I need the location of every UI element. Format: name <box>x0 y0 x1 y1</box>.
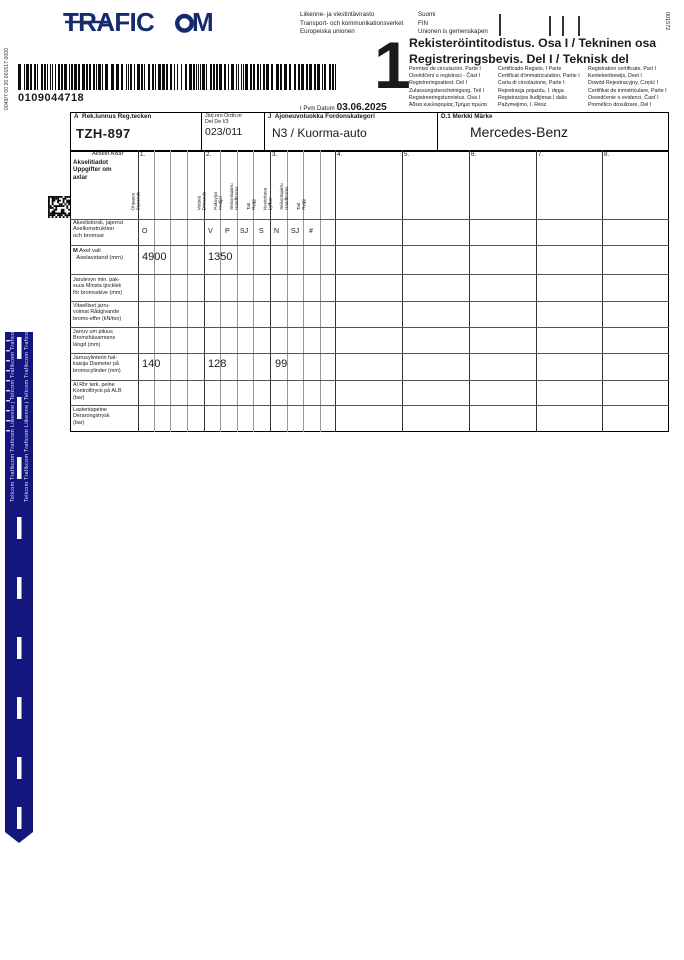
svg-text:Telicom Trafikcom Traficom Lii: Telicom Trafikcom Traficom Liikenne j Te… <box>10 332 16 502</box>
svg-text:M: M <box>192 8 213 37</box>
svg-text:Telicom Trafikcom Traficom Lii: Telicom Trafikcom Traficom Liikenne j Te… <box>24 332 30 502</box>
